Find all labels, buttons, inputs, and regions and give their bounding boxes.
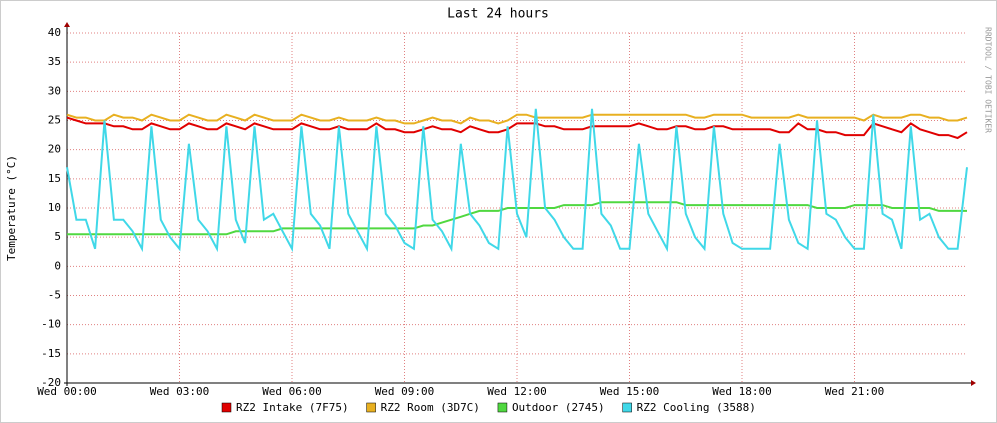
y-tick-label: 20 <box>48 143 61 156</box>
y-tick-label: 35 <box>48 55 61 68</box>
y-tick-label: 5 <box>54 230 61 243</box>
side-label: RRDTOOL / TOBI OETIKER <box>984 27 993 133</box>
x-tick-label: Wed 21:00 <box>825 385 885 398</box>
y-tick-label: 25 <box>48 114 61 127</box>
x-tick-label: Wed 12:00 <box>487 385 547 398</box>
series-line <box>66 113 968 125</box>
chart-title: Last 24 hours <box>447 7 549 22</box>
x-tick-label: Wed 00:00 <box>37 385 97 398</box>
y-tick-label: 30 <box>48 84 61 97</box>
axis-arrow <box>64 22 70 27</box>
legend-swatch <box>221 402 232 413</box>
y-tick-label: -10 <box>41 318 61 331</box>
series-line <box>66 108 968 253</box>
legend-label: RZ2 Intake (7F75) <box>236 401 349 414</box>
legend-label: Outdoor (2745) <box>512 401 605 414</box>
x-tick-label: Wed 06:00 <box>262 385 322 398</box>
legend-label: RZ2 Room (3D7C) <box>381 401 480 414</box>
y-tick-label: 10 <box>48 201 61 214</box>
legend-swatch <box>622 402 632 413</box>
x-tick-label: Wed 09:00 <box>375 385 435 398</box>
y-tick-label: -15 <box>41 347 61 360</box>
legend-swatch <box>497 402 508 413</box>
x-tick-label: Wed 03:00 <box>150 385 210 398</box>
y-tick-label: -20 <box>41 376 61 389</box>
y-tick-label: 15 <box>48 172 61 185</box>
y-tick-label: -5 <box>48 289 61 302</box>
legend-label: RZ2 Cooling (3588) <box>637 401 756 414</box>
y-tick-label: 0 <box>54 259 61 272</box>
y-axis-label: Temperature (°C) <box>5 155 18 261</box>
y-tick-label: 40 <box>48 26 61 39</box>
axis-arrow <box>971 380 976 386</box>
legend-swatch <box>366 402 376 413</box>
x-tick-label: Wed 15:00 <box>600 385 660 398</box>
x-tick-label: Wed 18:00 <box>712 385 772 398</box>
